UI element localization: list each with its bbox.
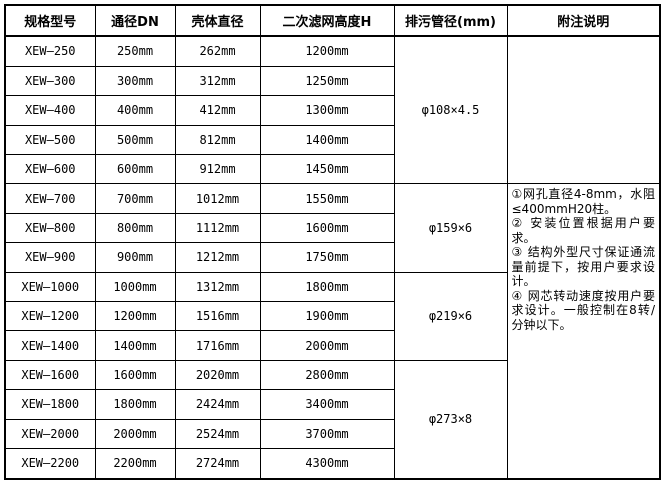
notes-empty-cell: [506, 35, 661, 185]
height-cell: 2800mm: [259, 359, 395, 391]
shell-cell: 2424mm: [174, 389, 261, 420]
height-cell: 1550mm: [259, 183, 395, 214]
table-row: XEW—500 500mm 812mm 1400mm: [4, 124, 660, 156]
table-row: XEW—1400 1400mm 1716mm 2000mm: [4, 330, 660, 361]
table-row: XEW—300 300mm 312mm 1250mm: [4, 65, 660, 97]
height-cell: 4300mm: [259, 447, 395, 480]
dn-cell: 1200mm: [94, 300, 176, 332]
drain-diameter-cell: φ159×6: [393, 183, 508, 273]
drain-diameter-cell: φ219×6: [393, 271, 508, 361]
shell-cell: 1212mm: [174, 242, 261, 273]
dn-cell: 2000mm: [94, 418, 176, 449]
shell-cell: 1716mm: [174, 330, 261, 361]
dn-cell: 1400mm: [94, 330, 176, 361]
height-cell: 1400mm: [259, 124, 395, 156]
header-spec-model: 规格型号: [4, 4, 96, 37]
model-cell: XEW—250: [4, 35, 96, 67]
shell-cell: 812mm: [174, 124, 261, 156]
drain-diameter-cell: φ273×8: [393, 359, 508, 480]
height-cell: 3700mm: [259, 418, 395, 449]
note-item: ② 安装位置根据用户要求。: [511, 216, 656, 245]
height-cell: 1800mm: [259, 271, 395, 303]
dn-cell: 2200mm: [94, 447, 176, 480]
header-notes: 附注说明: [506, 4, 661, 37]
dn-cell: 700mm: [94, 183, 176, 214]
table-row: XEW—1600 1600mm 2020mm 2800mm φ273×8: [4, 359, 660, 480]
model-cell: XEW—700: [4, 183, 96, 214]
dn-cell: 800mm: [94, 212, 176, 244]
height-cell: 2000mm: [259, 330, 395, 361]
model-cell: XEW—2200: [4, 447, 96, 480]
dn-cell: 600mm: [94, 154, 176, 185]
table-row: XEW—2000 2000mm 2524mm 3700mm: [4, 418, 660, 449]
model-cell: XEW—1800: [4, 389, 96, 420]
dn-cell: 1800mm: [94, 389, 176, 420]
shell-cell: 912mm: [174, 154, 261, 185]
header-drain-diameter: 排污管径(mm): [393, 4, 508, 37]
header-filter-height: 二次滤网高度H: [259, 4, 395, 37]
dn-cell: 900mm: [94, 242, 176, 273]
table-row: XEW—1200 1200mm 1516mm 1900mm: [4, 300, 660, 332]
model-cell: XEW—300: [4, 65, 96, 97]
shell-cell: 1516mm: [174, 300, 261, 332]
shell-cell: 1312mm: [174, 271, 261, 303]
model-cell: XEW—2000: [4, 418, 96, 449]
model-cell: XEW—1200: [4, 300, 96, 332]
table-row: XEW—400 400mm 412mm 1300mm: [4, 95, 660, 126]
height-cell: 3400mm: [259, 389, 395, 420]
table-row: XEW—1800 1800mm 2424mm 3400mm: [4, 389, 660, 420]
shell-cell: 1112mm: [174, 212, 261, 244]
height-cell: 1600mm: [259, 212, 395, 244]
height-cell: 1900mm: [259, 300, 395, 332]
table-row: XEW—700 700mm 1012mm 1550mm φ159×6 ①网孔直径…: [4, 183, 661, 480]
note-item: ③ 结构外型尺寸保证通流量前提下，按用户要求设计。: [511, 245, 656, 289]
dn-cell: 1600mm: [94, 359, 176, 391]
header-dn: 通径DN: [94, 4, 176, 37]
height-cell: 1750mm: [259, 242, 395, 273]
model-cell: XEW—1600: [4, 359, 96, 391]
note-item: ④ 网芯转动速度按用户要求设计。一般控制在8转/分钟以下。: [511, 288, 656, 332]
model-cell: XEW—800: [4, 212, 96, 244]
model-cell: XEW—400: [4, 95, 96, 126]
model-cell: XEW—1400: [4, 330, 96, 361]
model-cell: XEW—900: [4, 242, 96, 273]
model-cell: XEW—1000: [4, 271, 96, 303]
dn-cell: 400mm: [94, 95, 176, 126]
height-cell: 1450mm: [259, 154, 395, 185]
model-cell: XEW—500: [4, 124, 96, 156]
shell-cell: 2524mm: [174, 418, 261, 449]
header-shell-diameter: 壳体直径: [174, 4, 261, 37]
shell-cell: 2020mm: [174, 359, 261, 391]
drain-diameter-cell: φ108×4.5: [393, 35, 508, 185]
spec-table: 规格型号 通径DN 壳体直径 二次滤网高度H 排污管径(mm) 附注说明 XEW…: [4, 4, 661, 480]
header-row: 规格型号 通径DN 壳体直径 二次滤网高度H 排污管径(mm) 附注说明: [4, 4, 661, 37]
table-row: XEW—250 250mm 262mm 1200mm φ108×4.5: [4, 35, 661, 185]
dn-cell: 1000mm: [94, 271, 176, 303]
table-row: XEW—2200 2200mm 2724mm 4300mm: [4, 447, 660, 480]
table-row: XEW—900 900mm 1212mm 1750mm: [4, 242, 660, 273]
shell-cell: 412mm: [174, 95, 261, 126]
height-cell: 1300mm: [259, 95, 395, 126]
shell-cell: 1012mm: [174, 183, 261, 214]
height-cell: 1200mm: [259, 35, 395, 67]
note-item: ①网孔直径4-8mm，水阻≤400mmH20柱。: [511, 187, 656, 216]
shell-cell: 262mm: [174, 35, 261, 67]
shell-cell: 2724mm: [174, 447, 261, 480]
table-row: XEW—600 600mm 912mm 1450mm: [4, 154, 660, 185]
shell-cell: 312mm: [174, 65, 261, 97]
table-row: XEW—1000 1000mm 1312mm 1800mm φ219×6: [4, 271, 660, 361]
dn-cell: 250mm: [94, 35, 176, 67]
notes-cell: ①网孔直径4-8mm，水阻≤400mmH20柱。 ② 安装位置根据用户要求。 ③…: [506, 183, 661, 480]
table-row: XEW—800 800mm 1112mm 1600mm: [4, 212, 660, 244]
height-cell: 1250mm: [259, 65, 395, 97]
dn-cell: 300mm: [94, 65, 176, 97]
dn-cell: 500mm: [94, 124, 176, 156]
model-cell: XEW—600: [4, 154, 96, 185]
